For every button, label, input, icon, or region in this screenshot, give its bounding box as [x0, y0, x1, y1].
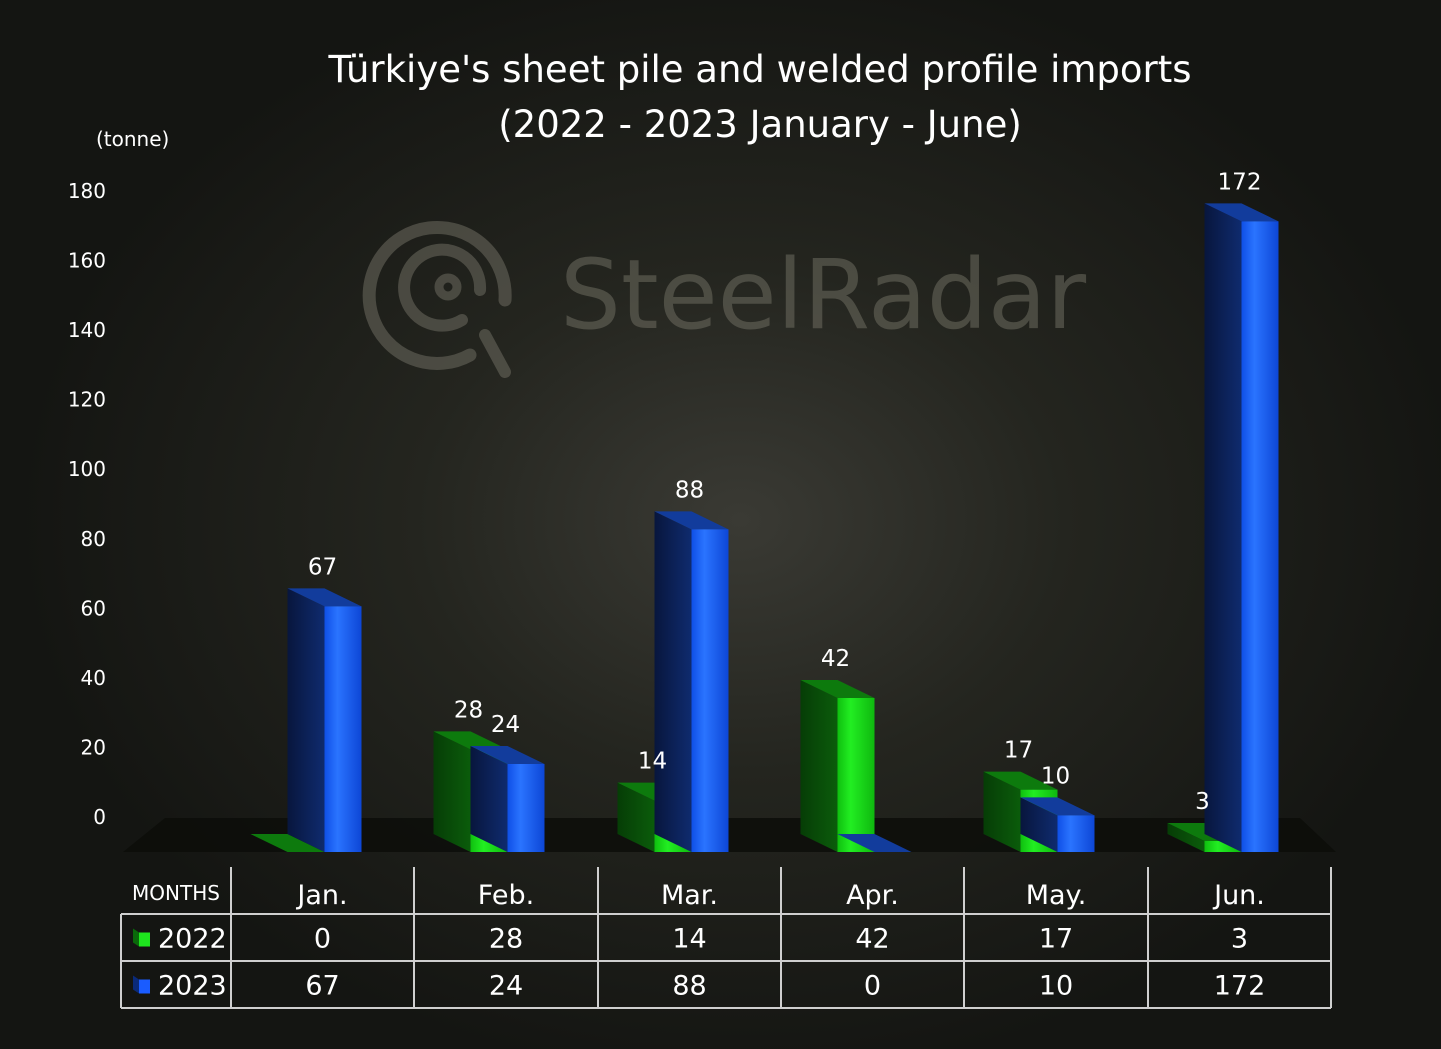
data-label: 28 [454, 697, 483, 723]
y-tick-label: 140 [68, 318, 106, 342]
y-tick-label: 40 [81, 666, 106, 690]
data-label: 67 [308, 554, 337, 580]
y-tick-label: 0 [93, 805, 106, 829]
bar-2022-0 [250, 834, 325, 852]
y-tick-label: 60 [81, 596, 106, 620]
watermark: SteelRadar [362, 221, 1087, 378]
bar-2023-2 [654, 511, 729, 852]
table-cell: 3 [1231, 924, 1248, 955]
data-label: 3 [1195, 789, 1210, 815]
legend-key-2023 [133, 975, 150, 994]
data-label: 10 [1041, 763, 1070, 789]
bar-2023-4 [1020, 797, 1095, 852]
table-cell: 10 [1039, 971, 1073, 1002]
radar-logo-icon [362, 221, 512, 378]
data-table: MONTHS Jan. Feb. Mar. Apr. May. Jun. 2022 0 28 14 4… [120, 867, 1332, 1009]
table-cell: 88 [672, 971, 706, 1002]
table-cell: 172 [1214, 971, 1266, 1002]
y-axis-ticks: 0 20 40 60 80 100 120 140 160 180 [68, 179, 106, 829]
table-cell: 14 [672, 924, 706, 955]
data-labels: 67 28 24 14 88 42 17 10 3 172 [308, 169, 1262, 815]
table-cell: 67 [305, 971, 339, 1002]
data-label: 42 [821, 646, 850, 672]
table-cell: 0 [314, 924, 331, 955]
y-tick-label: 180 [68, 179, 106, 203]
legend-key-2022 [133, 928, 150, 947]
data-label: 88 [675, 477, 704, 503]
watermark-text: SteelRadar [560, 239, 1087, 351]
data-label: 14 [638, 749, 667, 775]
x-tick-label: Mar. [661, 880, 718, 911]
legend-label: 2023 [158, 971, 227, 1002]
y-axis-unit: (tonne) [96, 127, 169, 151]
table-cell: 24 [489, 971, 523, 1002]
bar-2022-3 [800, 680, 875, 852]
data-label: 172 [1218, 169, 1262, 195]
y-tick-label: 120 [68, 388, 106, 412]
y-tick-label: 160 [68, 249, 106, 273]
bar-2023-1 [470, 746, 545, 852]
x-tick-label: Jun. [1212, 880, 1265, 911]
bar-2023-0 [287, 588, 362, 852]
x-tick-label: Apr. [846, 880, 899, 911]
chart-title: Türkiye's sheet pile and welded profile … [327, 48, 1191, 91]
y-tick-label: 20 [81, 735, 106, 759]
data-label: 17 [1004, 738, 1033, 764]
bar-2023-3 [837, 834, 912, 852]
table-cell: 28 [489, 924, 523, 955]
data-label: 24 [491, 712, 520, 738]
x-tick-label: Jan. [295, 880, 347, 911]
legend-label: 2022 [158, 924, 227, 955]
table-cell: 17 [1039, 924, 1073, 955]
y-tick-label: 80 [81, 527, 106, 551]
bars [250, 203, 1279, 853]
x-tick-label: Feb. [478, 880, 534, 911]
y-tick-label: 100 [68, 457, 106, 481]
table-header: MONTHS [132, 881, 220, 905]
chart-subtitle: (2022 - 2023 January - June) [498, 103, 1022, 146]
x-tick-label: May. [1026, 880, 1087, 911]
bar-2023-5 [1204, 203, 1279, 853]
table-cell: 42 [855, 924, 889, 955]
table-cell: 0 [864, 971, 881, 1002]
